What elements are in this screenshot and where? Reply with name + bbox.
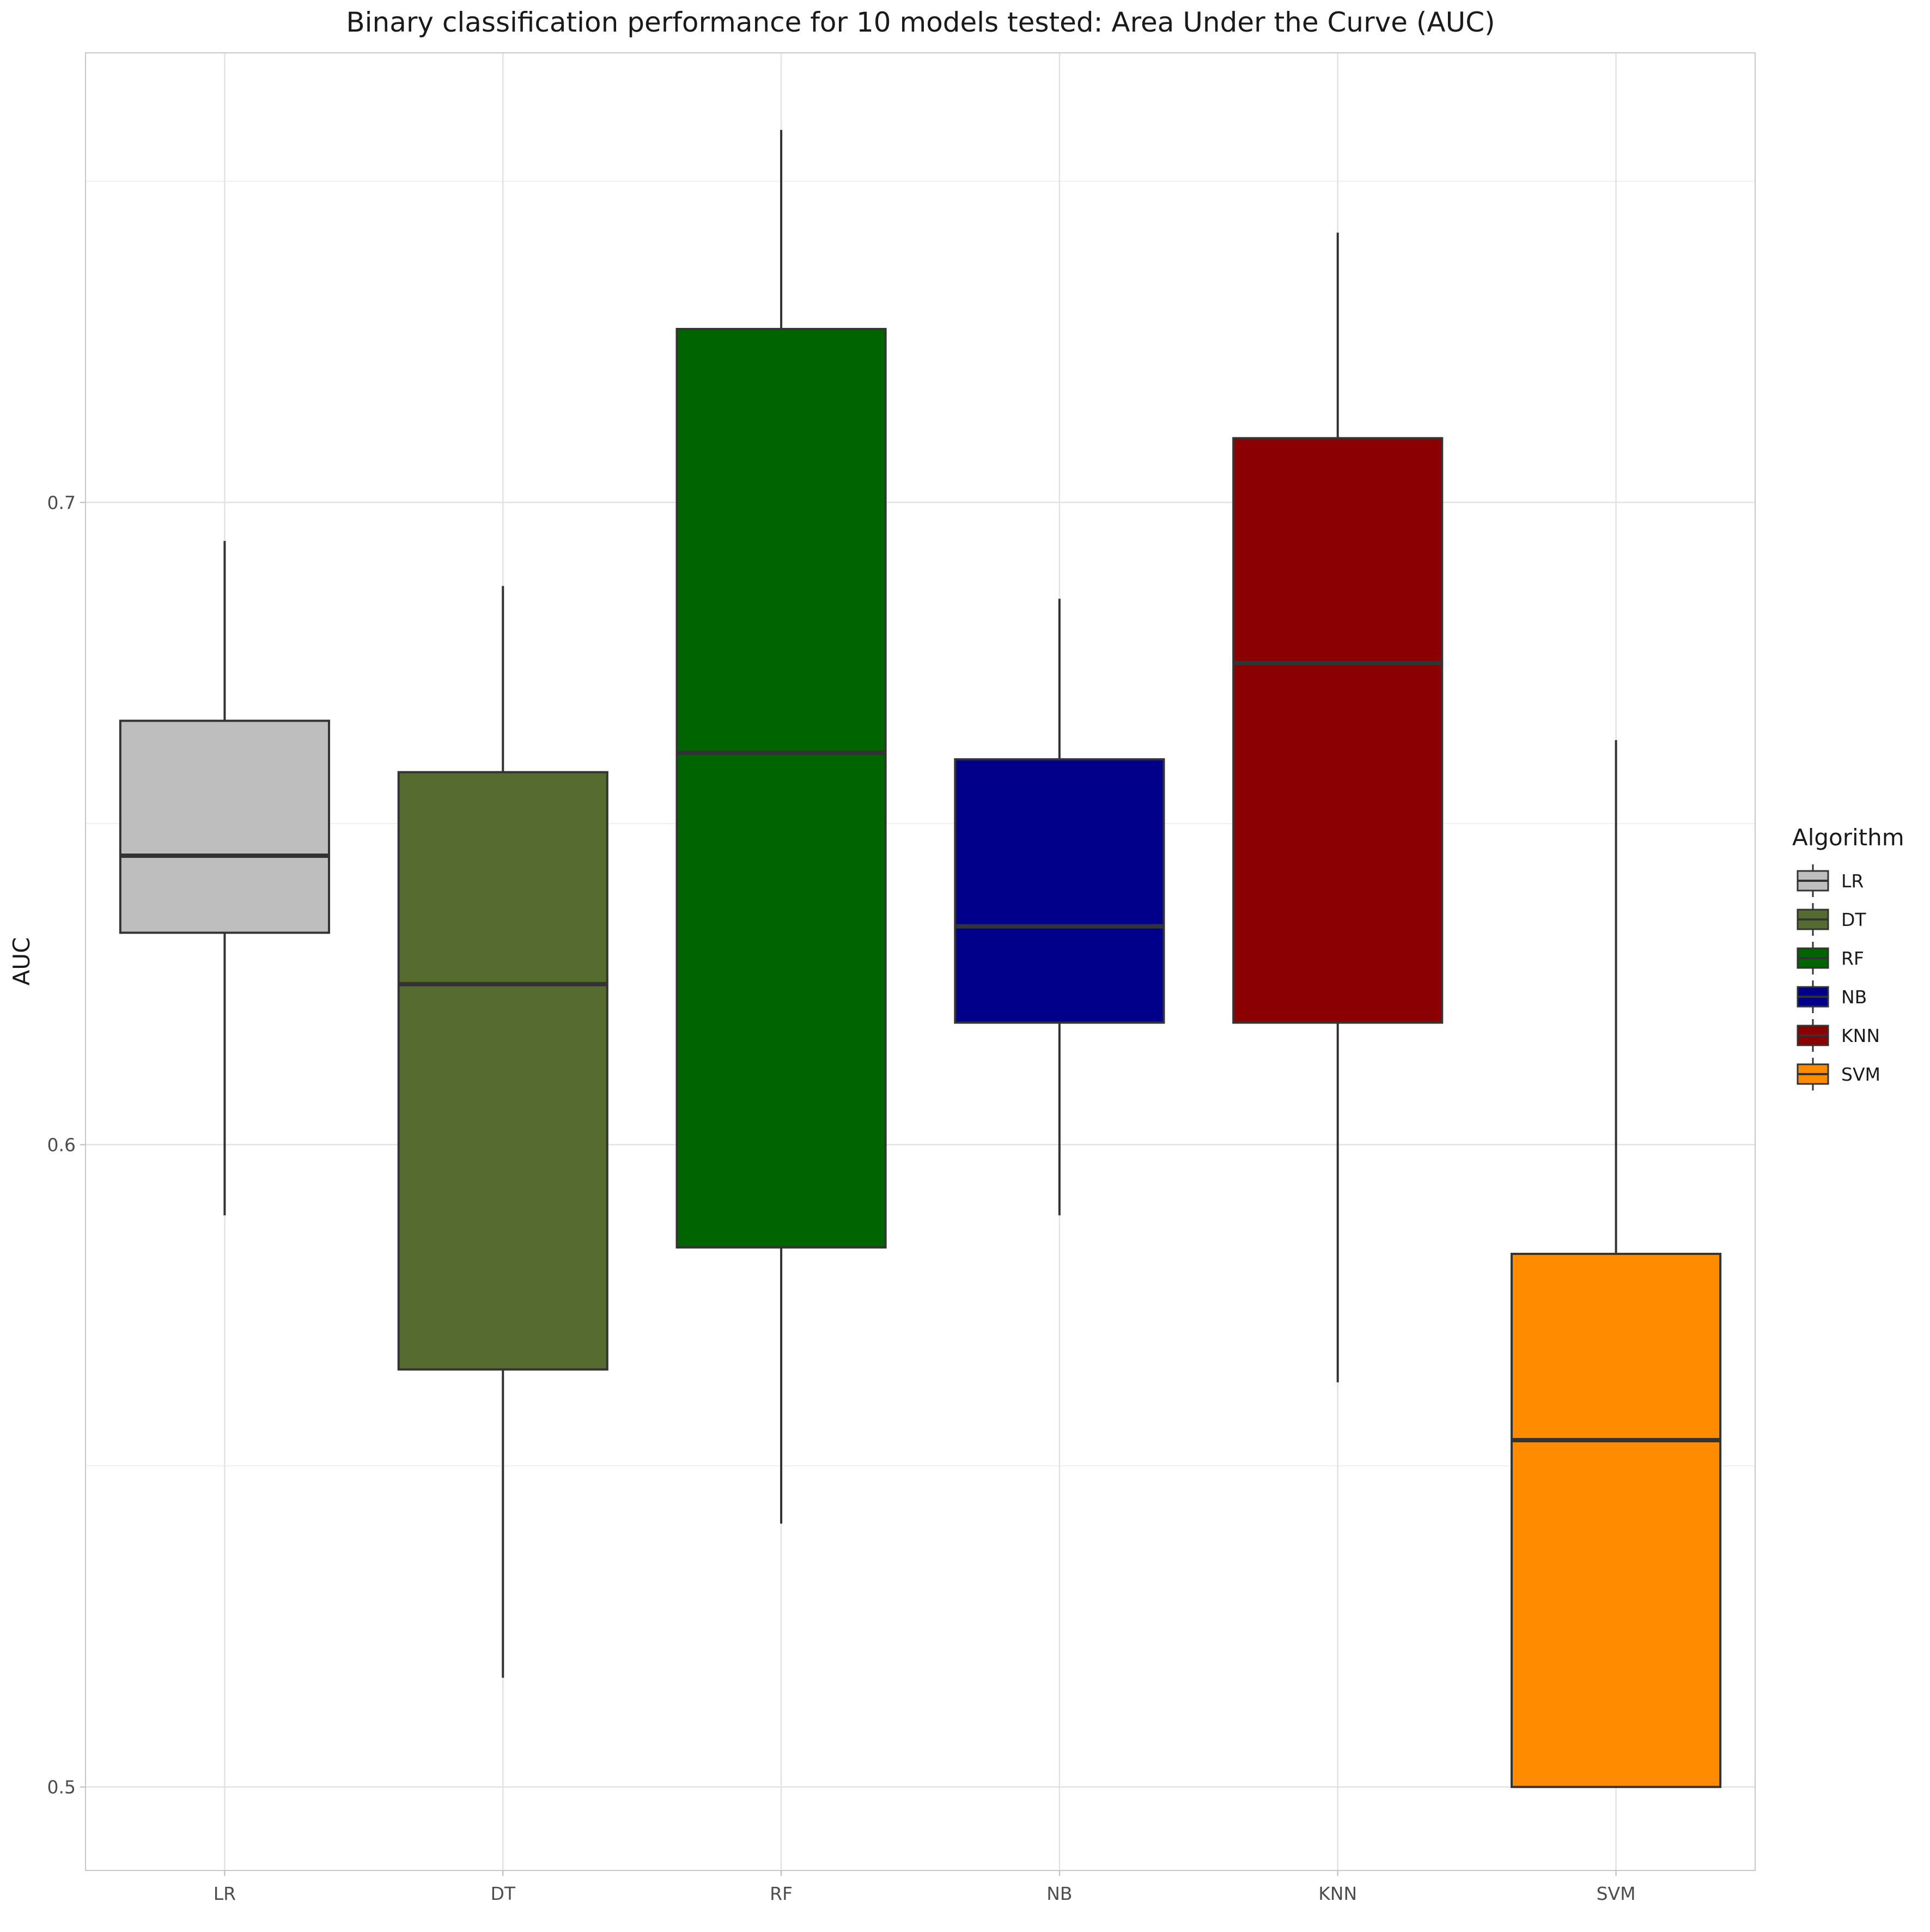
- legend-label-rf: RF: [1841, 948, 1864, 969]
- box-body-knn: [1232, 437, 1444, 1024]
- x-tick-label-nb: NB: [1046, 1883, 1072, 1904]
- x-tick-label-svm: SVM: [1597, 1883, 1636, 1904]
- tick-layer: 0.5 0.6 0.7 LR DT RF NB KNN SVM: [47, 492, 1636, 1904]
- x-tick-label-rf: RF: [770, 1883, 793, 1904]
- plot-panel-border: [85, 52, 1756, 1871]
- box-layer: [119, 130, 1722, 1788]
- legend-item-knn: KNN: [1797, 1019, 1880, 1052]
- legend-label-nb: NB: [1841, 986, 1867, 1008]
- chart-title: Binary classification performance for 10…: [346, 7, 1495, 38]
- legend-title: Algorithm: [1792, 824, 1904, 851]
- box-body-nb: [954, 758, 1165, 1024]
- y-tick-label: 0.6: [47, 1135, 76, 1156]
- box-nb: [954, 599, 1165, 1216]
- box-rf: [675, 130, 887, 1524]
- legend-item-lr: LR: [1797, 864, 1864, 897]
- legend-item-rf: RF: [1797, 942, 1864, 974]
- legend-item-nb: NB: [1797, 980, 1867, 1013]
- legend-label-lr: LR: [1841, 870, 1864, 892]
- box-knn: [1232, 233, 1444, 1382]
- box-dt: [397, 586, 608, 1678]
- y-axis-label: AUC: [8, 937, 35, 986]
- box-svm: [1511, 740, 1722, 1788]
- legend: Algorithm LR DT RF NB KNN SVM: [1792, 824, 1904, 1090]
- legend-item-svm: SVM: [1797, 1058, 1880, 1090]
- legend-item-dt: DT: [1797, 903, 1866, 936]
- legend-label-dt: DT: [1841, 909, 1866, 930]
- box-body-rf: [675, 328, 887, 1249]
- x-tick-label-dt: DT: [490, 1883, 515, 1904]
- legend-label-svm: SVM: [1841, 1064, 1880, 1085]
- legend-label-knn: KNN: [1841, 1025, 1880, 1046]
- x-tick-label-lr: LR: [214, 1883, 236, 1904]
- box-body-svm: [1511, 1253, 1722, 1788]
- box-lr: [119, 541, 330, 1216]
- y-tick-label: 0.7: [47, 492, 76, 513]
- box-body-dt: [397, 771, 608, 1371]
- y-tick-label: 0.5: [47, 1777, 76, 1798]
- box-body-lr: [119, 720, 330, 934]
- x-tick-label-knn: KNN: [1318, 1883, 1357, 1904]
